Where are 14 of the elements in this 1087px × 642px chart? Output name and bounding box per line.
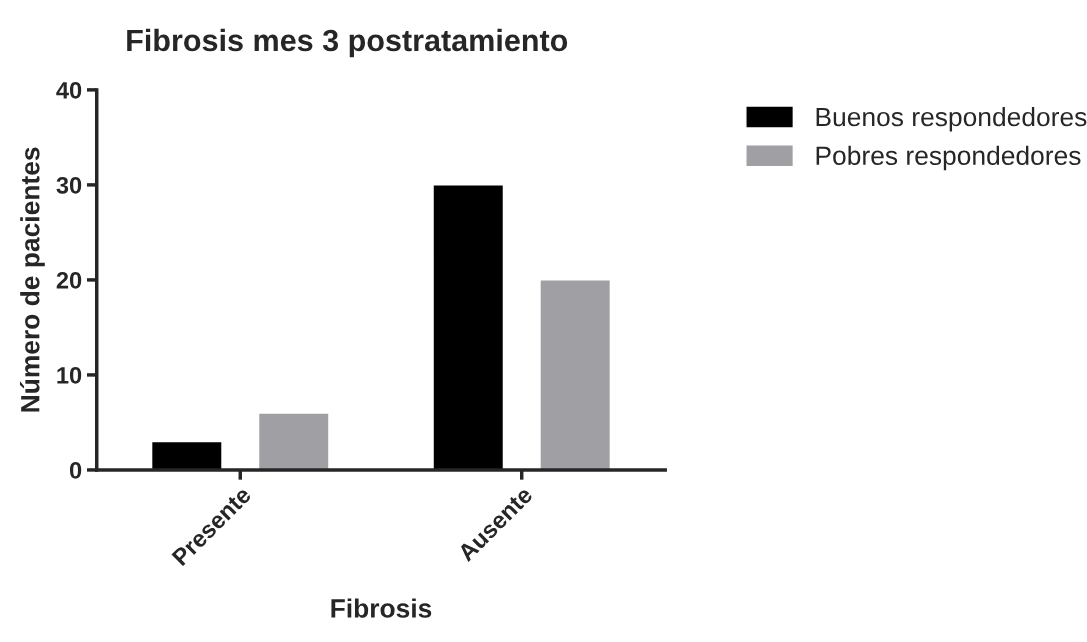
bar <box>150 440 223 470</box>
y-axis-title: Número de pacientes <box>19 147 45 412</box>
bar <box>539 279 612 470</box>
legend-label: Pobres respondedores <box>816 145 1081 171</box>
legend-label: Buenos respondedores <box>816 106 1087 132</box>
y-tick-label: 10 <box>57 367 82 384</box>
chart-title: Fibrosis mes 3 postratamiento <box>127 28 568 58</box>
bar <box>432 184 505 470</box>
y-tick-label: 20 <box>56 271 82 289</box>
y-tick-label: 30 <box>56 176 82 194</box>
y-tick-label: 40 <box>56 81 82 99</box>
bar <box>257 412 330 470</box>
x-axis-title: Fibrosis <box>331 598 432 618</box>
y-tick-label: 0 <box>69 462 82 479</box>
